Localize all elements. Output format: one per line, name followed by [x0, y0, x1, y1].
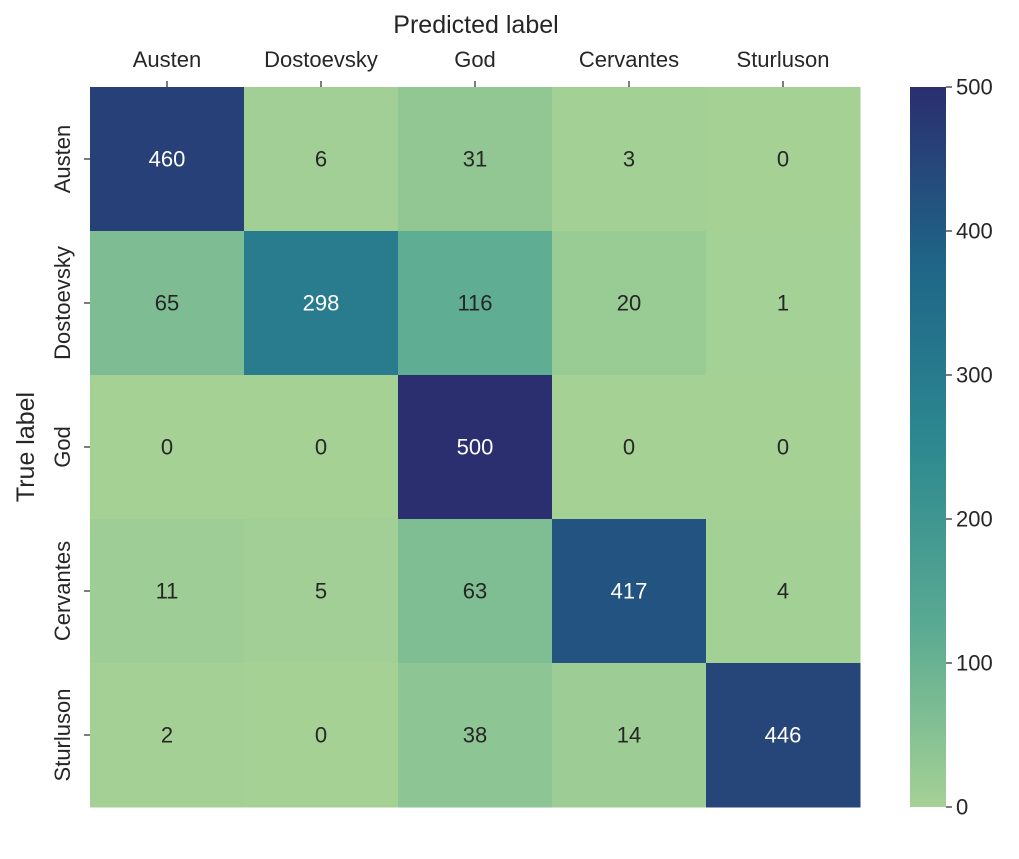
heatmap-cell-0-3	[552, 87, 707, 232]
heatmap-cell-3-3	[552, 519, 707, 664]
colorbar-tick-label-0: 0	[956, 795, 968, 820]
heatmap-cell-4-0	[90, 663, 245, 808]
y-tick-label-0: Austen	[50, 125, 75, 194]
heatmap-cell-2-1	[244, 375, 399, 520]
cell-value-label-2-1: 0	[315, 435, 327, 460]
cell-value-label-2-3: 0	[623, 435, 635, 460]
heatmap-cell-3-1	[244, 519, 399, 664]
colorbar-tick-label-1: 100	[956, 651, 993, 676]
cell-value-label-1-2: 116	[457, 291, 492, 316]
colorbar-tick-label-5: 500	[956, 75, 993, 100]
cell-value-label-3-0: 11	[156, 579, 179, 604]
heatmap-cell-3-4	[706, 519, 861, 664]
cell-value-label-3-4: 4	[777, 579, 789, 604]
heatmap-cell-0-4	[706, 87, 861, 232]
cell-value-label-4-1: 0	[315, 723, 327, 748]
cell-value-label-4-4: 446	[765, 723, 802, 748]
cell-value-label-4-3: 14	[617, 723, 641, 748]
x-tick-label-2: God	[454, 47, 496, 72]
cell-value-label-4-0: 2	[161, 723, 173, 748]
heatmap-cell-4-1	[244, 663, 399, 808]
cell-value-label-0-1: 6	[315, 147, 327, 172]
heatmap-cell-3-2	[398, 519, 553, 664]
colorbar: 0 100 200 300 400 500	[910, 75, 993, 820]
colorbar-tick-label-4: 400	[956, 219, 993, 244]
heatmap-cell-3-0	[90, 519, 245, 664]
cell-value-label-0-0: 460	[149, 147, 186, 172]
y-tick-label-1: Dostoevsky	[50, 246, 75, 360]
cell-value-label-2-4: 0	[777, 435, 789, 460]
x-axis-ticks: Austen Dostoevsky God Cervantes Sturluson	[133, 47, 830, 87]
heatmap-cell-2-3	[552, 375, 707, 520]
colorbar-tick-label-2: 200	[956, 507, 993, 532]
heatmap-cell-1-2	[398, 231, 553, 376]
cell-value-label-0-3: 3	[623, 147, 635, 172]
cell-value-label-3-2: 63	[463, 579, 487, 604]
heatmap-cell-0-0	[90, 87, 245, 232]
colorbar-gradient	[910, 87, 946, 807]
heatmap-cell-labels: 460 6 31 3 065 298 116 20 10 0 500 0 011 5 63 417 42 0 38 1…	[149, 147, 802, 748]
heatmap-cell-4-3	[552, 663, 707, 808]
cell-value-label-1-3: 20	[617, 291, 641, 316]
y-axis-title: True label	[12, 392, 40, 502]
x-tick-label-4: Sturluson	[737, 47, 830, 72]
cell-value-label-3-3: 417	[611, 579, 648, 604]
y-tick-label-3: Cervantes	[50, 541, 75, 641]
cell-value-label-2-2: 500	[457, 435, 494, 460]
x-axis-title: Predicted label	[393, 11, 558, 39]
x-tick-label-1: Dostoevsky	[264, 47, 378, 72]
heatmap-cells	[90, 87, 861, 808]
heatmap-cell-4-4	[706, 663, 861, 808]
heatmap-cell-1-4	[706, 231, 861, 376]
heatmap-cell-0-1	[244, 87, 399, 232]
heatmap-cell-1-1	[244, 231, 399, 376]
y-axis-ticks: Austen Dostoevsky God Cervantes Sturluson	[50, 125, 90, 782]
colorbar-tick-label-3: 300	[956, 363, 993, 388]
cell-value-label-0-2: 31	[463, 147, 487, 172]
cell-value-label-1-1: 298	[303, 291, 340, 316]
cell-value-label-3-1: 5	[315, 579, 327, 604]
heatmap-cell-2-4	[706, 375, 861, 520]
y-tick-label-2: God	[50, 426, 75, 468]
heatmap-cell-4-2	[398, 663, 553, 808]
heatmap-cell-1-3	[552, 231, 707, 376]
x-tick-label-3: Cervantes	[579, 47, 679, 72]
x-tick-label-0: Austen	[133, 47, 202, 72]
y-tick-label-4: Sturluson	[50, 689, 75, 782]
cell-value-label-4-2: 38	[463, 723, 487, 748]
cell-value-label-1-4: 1	[777, 291, 789, 316]
cell-value-label-0-4: 0	[777, 147, 789, 172]
heatmap-cell-0-2	[398, 87, 553, 232]
cell-value-label-1-0: 65	[155, 291, 179, 316]
heatmap-cell-2-0	[90, 375, 245, 520]
cell-value-label-2-0: 0	[161, 435, 173, 460]
heatmap-cell-2-2	[398, 375, 553, 520]
heatmap-cell-1-0	[90, 231, 245, 376]
